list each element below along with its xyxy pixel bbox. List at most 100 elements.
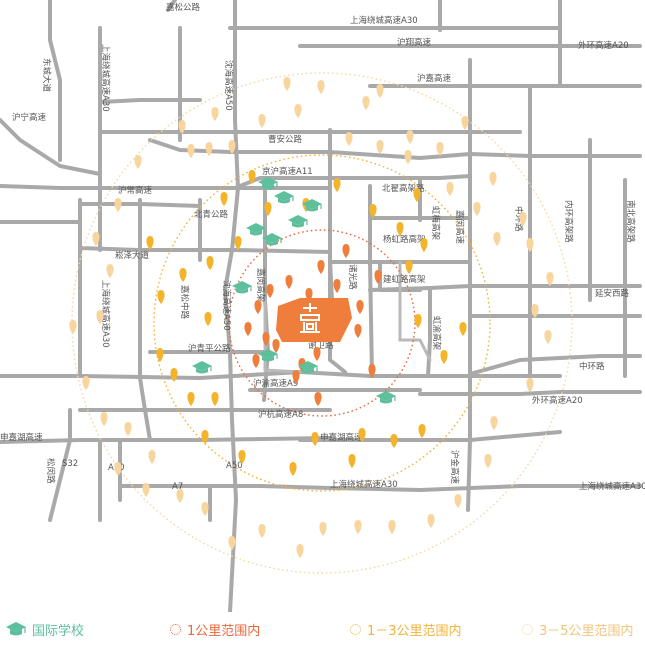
graduation-cap-icon (288, 215, 308, 228)
range-rings (71, 72, 573, 574)
road-label: A7 (172, 482, 183, 492)
core-pin-icon (313, 347, 321, 361)
mid-pin-icon (390, 434, 398, 448)
outer-pin-icon (96, 310, 104, 324)
outer-pin-icon (490, 416, 498, 430)
road-label: 沪宁高速 (12, 112, 47, 123)
core-pin-icon (356, 300, 364, 314)
graduation-cap-icon (192, 361, 212, 374)
outer-pin-icon (454, 494, 462, 508)
legend-label-ring3: 3－5公里范围内 (539, 623, 634, 639)
core-pin-icon (333, 279, 341, 293)
outer-pin-icon (294, 104, 302, 118)
road-label: 嘉松公路 (166, 2, 201, 13)
outer-pin-icon (519, 212, 527, 226)
outer-pin-icon (148, 450, 156, 464)
graduation-cap-icon (258, 349, 278, 362)
core-pin-icon (342, 244, 350, 258)
outer-pin-icon (319, 522, 327, 536)
mid-pin-icon (311, 432, 319, 446)
mid-pin-icon (146, 236, 154, 250)
mid-pin-icon (156, 348, 164, 362)
outer-pin-icon (211, 107, 219, 121)
road-label: 沪嘉高速 (417, 73, 452, 84)
road-label: 上海绕城高速A30 (579, 481, 645, 492)
mid-pin-icon (418, 424, 426, 438)
mid-pin-icon (405, 260, 413, 274)
core-pin-icon (354, 324, 362, 338)
core-pin-icon (272, 339, 280, 353)
road-network (0, 0, 642, 612)
mid-pin-icon (238, 450, 246, 464)
outer-pin-icon (92, 232, 100, 246)
outer-pin-icon (134, 155, 142, 169)
outer-pin-icon (376, 84, 384, 98)
mid-pin-icon (234, 236, 242, 250)
road-label: 曹安公路 (268, 134, 303, 145)
road-label: 嘉闵高速 (454, 210, 465, 245)
outer-pin-icon (176, 489, 184, 503)
road-label: 中环路 (579, 361, 605, 372)
outer-pin-icon (187, 144, 195, 158)
road-label: 上海绕城高速A30 (100, 280, 111, 348)
legend-item-ring2: 1－3公里范围内 (350, 618, 462, 640)
outer-pin-icon (142, 483, 150, 497)
mid-pin-icon (369, 204, 377, 218)
outer-pin-icon (436, 142, 444, 156)
outer-pin-icon (354, 520, 362, 534)
legend-item-school: 国际学校 (6, 618, 84, 640)
outer-pin-icon (106, 264, 114, 278)
mid-pin-icon (333, 178, 341, 192)
road-label: 东城大道 (41, 58, 52, 93)
core-pin-icon (262, 332, 270, 346)
core-pin-icon (314, 392, 322, 406)
road-label: 沪金高速 (449, 450, 460, 485)
graduation-cap-icon (262, 233, 282, 246)
mid-pin-icon (264, 202, 272, 216)
road-label: 沈海高速A50 (221, 280, 232, 331)
core-pin-icon (317, 260, 325, 274)
road-label: 崧泽大道 (115, 250, 150, 261)
center-project (276, 298, 352, 342)
outer-pin-icon (258, 524, 266, 538)
road-label: 上海绕城高速A30 (330, 479, 398, 490)
outer-pin-icon (404, 150, 412, 164)
dotted-ring-icon (350, 623, 361, 635)
mid-pin-icon (201, 430, 209, 444)
legend-label-school: 国际学校 (32, 623, 85, 639)
outer-pin-icon (228, 140, 236, 154)
legend: 国际学校 1公里范围内 1－3公里范围内 3－5公里范围内 (0, 612, 645, 648)
outer-pin-icon (345, 132, 353, 146)
mid-pin-icon (459, 322, 467, 336)
mid-pin-icon (348, 454, 356, 468)
outer-pin-icon (205, 142, 213, 156)
road-label: 谢卫路 (308, 340, 334, 351)
outer-pin-icon (362, 96, 370, 110)
road-label: 沪杭高速A8 (258, 409, 303, 420)
outer-pin-icon (406, 130, 414, 144)
mid-pin-icon (420, 238, 428, 252)
road-label: 沈海高速A50 (223, 60, 234, 111)
road-label: 虹渝高架 (431, 316, 442, 351)
road-label: 杨虹路高架 (383, 234, 426, 245)
mid-pin-icon (187, 392, 195, 406)
outer-pin-icon (114, 462, 122, 476)
mid-pin-icon (211, 392, 219, 406)
graduation-cap-icon (246, 223, 266, 236)
road-label: 上海绕城高速A30 (350, 15, 418, 26)
outer-pin-icon (376, 140, 384, 154)
road-label: 松闵路 (45, 458, 56, 484)
dotted-ring-icon (170, 623, 181, 635)
outer-pin-icon (473, 202, 481, 216)
road-label: 上海绕城高速A30 (100, 44, 111, 112)
outer-pin-icon (531, 304, 539, 318)
outer-pin-icon (201, 502, 209, 516)
mid-pin-icon (220, 192, 228, 206)
outer-pin-icon (526, 238, 534, 252)
mid-pin-icon (413, 188, 421, 202)
road-label: 内环高架路 (563, 200, 574, 243)
road-label: 南北高架路 (625, 200, 636, 243)
dotted-ring-icon (522, 623, 533, 635)
mid-pin-icon (157, 290, 165, 304)
graduation-cap-icon (274, 191, 294, 204)
